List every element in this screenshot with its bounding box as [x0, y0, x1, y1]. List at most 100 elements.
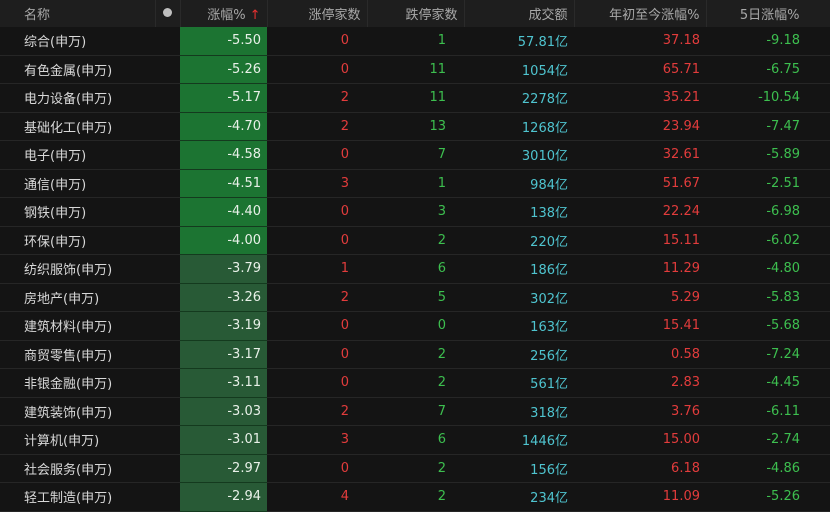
sector-name: 纺织服饰(申万) [0, 254, 155, 284]
header-name[interactable]: 名称 [0, 0, 156, 27]
table-row[interactable]: 房地产(申万) -3.26 2 5 302亿 5.29 -5.83 [0, 283, 830, 312]
sector-name: 基础化工(申万) [0, 112, 155, 141]
sector-name: 轻工制造(申万) [0, 482, 155, 512]
table-row[interactable]: 计算机(申万) -3.01 3 6 1446亿 15.00 -2.74 [0, 425, 830, 455]
limit-up-cell: 3 [267, 425, 367, 455]
limit-up-cell: 0 [267, 226, 367, 255]
ytd-cell: 11.29 [574, 254, 706, 284]
table-row[interactable]: 建筑材料(申万) -3.19 0 0 163亿 15.41 -5.68 [0, 311, 830, 341]
amount-cell: 3010亿 [464, 140, 574, 170]
header-change[interactable]: 涨幅% ↑ [180, 0, 268, 27]
table-row[interactable]: 建筑装饰(申万) -3.03 2 7 318亿 3.76 -6.11 [0, 397, 830, 426]
five-day-cell: -5.68 [706, 311, 830, 341]
limit-down-cell: 7 [367, 140, 464, 170]
five-day-cell: -7.47 [706, 112, 830, 141]
amount-cell: 318亿 [464, 397, 574, 426]
table-row[interactable]: 社会服务(申万) -2.97 0 2 156亿 6.18 -4.86 [0, 454, 830, 483]
header-ytd[interactable]: 年初至今涨幅% [574, 0, 707, 27]
limit-up-cell: 3 [267, 169, 367, 198]
ytd-cell: 65.71 [574, 55, 706, 84]
change-cell: -2.97 [180, 454, 267, 483]
amount-cell: 256亿 [464, 340, 574, 369]
table-row[interactable]: 通信(申万) -4.51 3 1 984亿 51.67 -2.51 [0, 169, 830, 198]
table-row[interactable]: 商贸零售(申万) -3.17 0 2 256亿 0.58 -7.24 [0, 340, 830, 369]
limit-up-cell: 1 [267, 254, 367, 284]
header-five-day[interactable]: 5日涨幅% [706, 0, 830, 27]
amount-cell: 57.81亿 [464, 27, 574, 56]
ytd-cell: 15.11 [574, 226, 706, 255]
dot-cell [155, 140, 180, 170]
limit-down-cell: 7 [367, 397, 464, 426]
limit-up-cell: 2 [267, 83, 367, 113]
five-day-cell: -10.54 [706, 83, 830, 113]
ytd-cell: 23.94 [574, 112, 706, 141]
dot-cell [155, 368, 180, 398]
limit-up-cell: 4 [267, 482, 367, 512]
header-limit-down[interactable]: 跌停家数 [367, 0, 465, 27]
ytd-cell: 2.83 [574, 368, 706, 398]
dot-cell [155, 311, 180, 341]
limit-down-cell: 2 [367, 340, 464, 369]
table-row[interactable]: 纺织服饰(申万) -3.79 1 6 186亿 11.29 -4.80 [0, 254, 830, 284]
limit-up-cell: 0 [267, 340, 367, 369]
amount-cell: 138亿 [464, 197, 574, 227]
limit-up-cell: 0 [267, 454, 367, 483]
header-dot[interactable] [155, 0, 181, 27]
limit-down-cell: 13 [367, 112, 464, 141]
five-day-cell: -5.26 [706, 482, 830, 512]
dot-cell [155, 197, 180, 227]
amount-cell: 2278亿 [464, 83, 574, 113]
header-amount[interactable]: 成交额 [464, 0, 575, 27]
sector-name: 建筑材料(申万) [0, 311, 155, 341]
change-cell: -3.26 [180, 283, 267, 312]
five-day-cell: -4.45 [706, 368, 830, 398]
amount-cell: 234亿 [464, 482, 574, 512]
limit-down-cell: 2 [367, 368, 464, 398]
change-cell: -5.26 [180, 55, 267, 84]
five-day-cell: -5.89 [706, 140, 830, 170]
limit-up-cell: 0 [267, 311, 367, 341]
dot-cell [155, 340, 180, 369]
table-row[interactable]: 电子(申万) -4.58 0 7 3010亿 32.61 -5.89 [0, 140, 830, 170]
limit-up-cell: 2 [267, 283, 367, 312]
change-cell: -4.00 [180, 226, 267, 255]
table-row[interactable]: 综合(申万) -5.50 0 1 57.81亿 37.18 -9.18 [0, 27, 830, 56]
ytd-cell: 15.41 [574, 311, 706, 341]
limit-down-cell: 0 [367, 311, 464, 341]
table-row[interactable]: 非银金融(申万) -3.11 0 2 561亿 2.83 -4.45 [0, 368, 830, 398]
five-day-cell: -2.74 [706, 425, 830, 455]
dot-cell [155, 27, 180, 56]
table-row[interactable]: 轻工制造(申万) -2.94 4 2 234亿 11.09 -5.26 [0, 482, 830, 512]
dot-cell [155, 254, 180, 284]
table-row[interactable]: 有色金属(申万) -5.26 0 11 1054亿 65.71 -6.75 [0, 55, 830, 84]
ytd-cell: 32.61 [574, 140, 706, 170]
ytd-cell: 51.67 [574, 169, 706, 198]
table-row[interactable]: 电力设备(申万) -5.17 2 11 2278亿 35.21 -10.54 [0, 83, 830, 113]
ytd-cell: 0.58 [574, 340, 706, 369]
change-cell: -3.03 [180, 397, 267, 426]
header-limit-up[interactable]: 涨停家数 [267, 0, 368, 27]
ytd-cell: 6.18 [574, 454, 706, 483]
five-day-cell: -6.98 [706, 197, 830, 227]
table-row[interactable]: 钢铁(申万) -4.40 0 3 138亿 22.24 -6.98 [0, 197, 830, 227]
five-day-cell: -6.02 [706, 226, 830, 255]
change-cell: -3.79 [180, 254, 267, 284]
header-row: 名称 涨幅% ↑ 涨停家数 跌停家数 成交额 年初至今涨幅% 5日涨幅% [0, 0, 830, 27]
dot-cell [155, 397, 180, 426]
change-cell: -5.17 [180, 83, 267, 113]
sector-name: 电子(申万) [0, 140, 155, 170]
dot-cell [155, 83, 180, 113]
limit-down-cell: 2 [367, 226, 464, 255]
change-cell: -4.40 [180, 197, 267, 227]
amount-cell: 220亿 [464, 226, 574, 255]
table-row[interactable]: 环保(申万) -4.00 0 2 220亿 15.11 -6.02 [0, 226, 830, 255]
limit-up-cell: 2 [267, 112, 367, 141]
five-day-cell: -6.75 [706, 55, 830, 84]
ytd-cell: 3.76 [574, 397, 706, 426]
table-row[interactable]: 基础化工(申万) -4.70 2 13 1268亿 23.94 -7.47 [0, 112, 830, 141]
sector-name: 通信(申万) [0, 169, 155, 198]
limit-up-cell: 0 [267, 368, 367, 398]
limit-down-cell: 3 [367, 197, 464, 227]
sector-name: 房地产(申万) [0, 283, 155, 312]
five-day-cell: -4.80 [706, 254, 830, 284]
